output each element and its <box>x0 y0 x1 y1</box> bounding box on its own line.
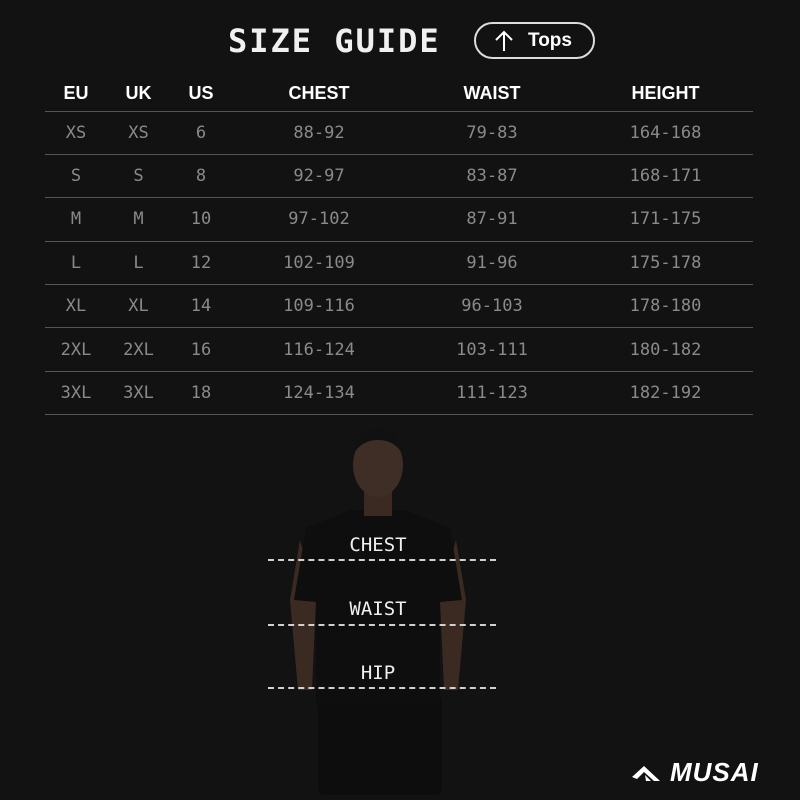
table-cell: L <box>107 241 170 286</box>
column-header: HEIGHT <box>578 76 753 112</box>
page-title: SIZE GUIDE <box>228 22 441 60</box>
table-cell: 103-111 <box>406 327 578 372</box>
table-cell: 168-171 <box>578 154 753 199</box>
table-cell: 16 <box>170 327 232 372</box>
brand-logo: MUSAI <box>630 757 759 788</box>
column-header: UK <box>107 76 170 112</box>
table-cell: 2XL <box>45 327 107 372</box>
hip-line <box>268 687 496 689</box>
table-cell: 3XL <box>45 371 107 416</box>
table-cell: 6 <box>170 111 232 155</box>
table-cell: 87-91 <box>406 197 578 242</box>
category-label: Tops <box>528 29 572 51</box>
table-cell: 3XL <box>107 371 170 416</box>
table-cell: 83-87 <box>406 154 578 199</box>
table-cell: S <box>107 154 170 199</box>
table-cell: 124-134 <box>232 371 406 416</box>
table-cell: L <box>45 241 107 286</box>
table-cell: 10 <box>170 197 232 242</box>
table-cell: 116-124 <box>232 327 406 372</box>
table-cell: 178-180 <box>578 284 753 329</box>
table-cell: 91-96 <box>406 241 578 286</box>
table-cell: XL <box>107 284 170 329</box>
table-cell: 111-123 <box>406 371 578 416</box>
table-row: XS XS 6 88-92 79-83 164-168 <box>45 111 753 155</box>
table-cell: 164-168 <box>578 111 753 155</box>
table-row: 2XL 2XL 16 116-124 103-111 180-182 <box>45 327 753 372</box>
table-cell: 182-192 <box>578 371 753 416</box>
table-row: XL XL 14 109-116 96-103 178-180 <box>45 284 753 329</box>
arrow-up-icon <box>495 30 513 51</box>
column-header: WAIST <box>406 76 578 112</box>
hip-label: HIP <box>360 662 396 684</box>
waist-line <box>268 624 496 626</box>
size-table: EU UK US CHEST WAIST HEIGHT XS XS 6 88-92 79-83 16… <box>45 76 753 416</box>
chest-line <box>268 559 496 561</box>
table-cell: 2XL <box>107 327 170 372</box>
table-cell: 18 <box>170 371 232 416</box>
table-cell: XS <box>45 111 107 155</box>
table-cell: 109-116 <box>232 284 406 329</box>
table-row: M M 10 97-102 87-91 171-175 <box>45 197 753 242</box>
table-cell: 96-103 <box>406 284 578 329</box>
table-row: S S 8 92-97 83-87 168-171 <box>45 154 753 199</box>
category-button-tops[interactable]: Tops <box>474 22 595 59</box>
table-cell: XL <box>45 284 107 329</box>
column-header: US <box>170 76 232 112</box>
table-cell: 171-175 <box>578 197 753 242</box>
musai-logo-icon <box>632 765 660 781</box>
shorts <box>318 695 442 795</box>
table-cell: 14 <box>170 284 232 329</box>
column-header: EU <box>45 76 107 112</box>
table-row: L L 12 102-109 91-96 175-178 <box>45 241 753 286</box>
table-cell: 175-178 <box>578 241 753 286</box>
column-header: CHEST <box>232 76 406 112</box>
chest-label: CHEST <box>349 534 407 556</box>
table-cell: XS <box>107 111 170 155</box>
shirt <box>294 510 462 705</box>
table-cell: 8 <box>170 154 232 199</box>
table-cell: 12 <box>170 241 232 286</box>
table-cell: 92-97 <box>232 154 406 199</box>
table-cell: 180-182 <box>578 327 753 372</box>
table-cell: S <box>45 154 107 199</box>
brand-name: MUSAI <box>670 757 759 787</box>
table-row: 3XL 3XL 18 124-134 111-123 182-192 <box>45 371 753 416</box>
waist-label: WAIST <box>349 598 407 620</box>
table-cell: 88-92 <box>232 111 406 155</box>
table-cell: M <box>107 197 170 242</box>
head <box>353 433 403 497</box>
table-cell: 102-109 <box>232 241 406 286</box>
table-cell: 79-83 <box>406 111 578 155</box>
table-cell: M <box>45 197 107 242</box>
table-cell: 97-102 <box>232 197 406 242</box>
table-header-row: EU UK US CHEST WAIST HEIGHT <box>45 76 753 112</box>
